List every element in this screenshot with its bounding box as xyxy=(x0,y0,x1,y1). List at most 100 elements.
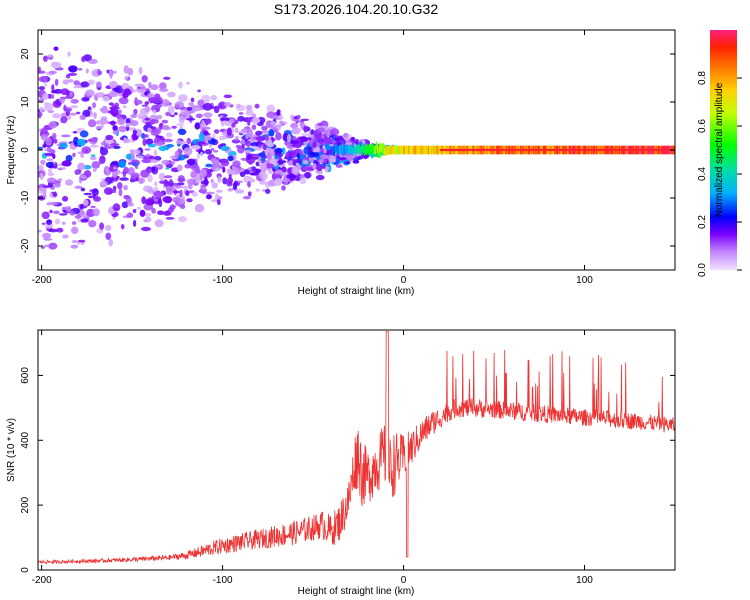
heatmap-cell xyxy=(74,169,80,175)
snr-y-label: SNR (10 * v/v) xyxy=(6,418,17,482)
heatmap-cell xyxy=(108,208,115,215)
heatmap-cell xyxy=(53,46,59,51)
heatmap-cell xyxy=(104,165,110,172)
heatmap-cell xyxy=(145,216,152,223)
heatmap-cell xyxy=(303,125,308,133)
heatmap-cell xyxy=(310,129,315,136)
colorbar-ticks: 0.0 0.2 0.4 0.6 0.8 xyxy=(697,71,742,277)
heatmap-band-cell xyxy=(431,145,433,155)
heatmap-cell xyxy=(227,188,233,192)
heatmap-cell xyxy=(74,185,83,189)
heatmap-band-cell xyxy=(358,144,360,153)
heatmap-band-cell xyxy=(363,147,366,156)
heatmap-cell xyxy=(345,141,352,146)
heatmap-band-cell xyxy=(338,145,341,155)
heatmap-band-cell xyxy=(346,144,348,154)
heatmap-band-cell xyxy=(382,143,384,152)
heatmap-cell xyxy=(80,81,90,88)
colorbar-tick-label: 0.8 xyxy=(697,71,708,85)
heatmap-cell xyxy=(141,158,151,164)
heatmap-cell xyxy=(299,136,308,143)
heatmap-cell xyxy=(231,139,241,144)
figure-title: S173.2026.104.20.10.G32 xyxy=(274,1,438,17)
snr-series-line xyxy=(38,331,675,565)
heatmap-cell xyxy=(138,66,143,75)
heatmap-band-cell xyxy=(435,145,437,155)
heatmap-cell xyxy=(133,162,138,167)
heatmap-cell xyxy=(46,146,52,153)
heatmap-cell xyxy=(161,159,170,165)
heatmap-cell xyxy=(143,134,149,138)
heatmap-cell xyxy=(61,160,72,167)
heatmap-cell xyxy=(46,54,54,58)
heatmap-cell xyxy=(312,163,317,170)
heatmap-cell xyxy=(137,113,142,120)
colorbar-tick-label: 0.0 xyxy=(697,263,708,277)
heatmap-cell xyxy=(80,187,86,192)
heatmap-cell xyxy=(149,119,159,124)
heatmap-cell xyxy=(45,161,55,168)
heatmap-cell xyxy=(44,148,48,152)
heatmap-cell xyxy=(315,174,325,181)
heatmap-cell xyxy=(63,107,73,113)
heatmap-cell xyxy=(48,70,57,75)
heatmap-cell xyxy=(300,133,311,137)
heatmap-cell xyxy=(65,179,74,186)
heatmap-cell xyxy=(158,172,166,181)
heatmap-cell xyxy=(118,160,126,168)
heatmap-cell xyxy=(200,151,204,157)
heatmap-cell xyxy=(121,82,130,90)
heatmap-cell xyxy=(123,166,129,174)
heatmap-band-cell xyxy=(434,145,436,155)
heatmap-band-cell xyxy=(357,145,359,154)
heatmap-cell xyxy=(126,212,134,218)
heatmap-cell xyxy=(112,203,121,212)
heatmap-band-cell xyxy=(398,145,400,155)
heatmap-cell xyxy=(148,155,156,160)
heatmap-band-cell xyxy=(397,145,399,155)
y-tick-label: 200 xyxy=(20,496,31,513)
heatmap-cell xyxy=(118,97,129,105)
heatmap-cell xyxy=(152,109,156,115)
heatmap-cell xyxy=(80,218,89,223)
heatmap-cell xyxy=(52,132,57,140)
heatmap-cell xyxy=(262,172,268,180)
heatmap-cell xyxy=(186,137,192,145)
heatmap-cell xyxy=(40,159,46,165)
heatmap-cell xyxy=(96,120,101,125)
snr-frame xyxy=(37,329,676,571)
heatmap-cell xyxy=(174,184,182,189)
heatmap-band-cell xyxy=(354,143,356,152)
heatmap-cell xyxy=(178,94,188,102)
heatmap-cell xyxy=(179,204,186,209)
heatmap-cell xyxy=(147,174,153,183)
heatmap-cell xyxy=(268,129,275,137)
heatmap-band-cell xyxy=(351,147,354,156)
heatmap-cell xyxy=(90,205,96,209)
heatmap-cell xyxy=(287,145,294,149)
heatmap-cell xyxy=(52,153,56,159)
heatmap-x-label: Height of straight line (km) xyxy=(298,286,415,297)
heatmap-cell xyxy=(159,82,167,90)
heatmap-cell xyxy=(278,121,288,125)
heatmap-cell xyxy=(313,135,323,140)
heatmap-cell xyxy=(167,91,176,98)
heatmap-cell xyxy=(247,167,253,171)
heatmap-cell xyxy=(113,70,117,74)
heatmap-cell xyxy=(55,218,61,225)
heatmap-cell xyxy=(90,154,96,157)
heatmap-cell xyxy=(220,145,230,152)
heatmap-cell xyxy=(186,118,196,121)
heatmap-cell xyxy=(220,143,227,147)
heatmap-cell xyxy=(291,167,299,175)
heatmap-cell xyxy=(109,70,113,79)
heatmap-cell xyxy=(144,148,151,151)
heatmap-cell xyxy=(150,129,159,136)
heatmap-cell xyxy=(121,201,129,209)
heatmap-band-cell xyxy=(349,145,351,155)
heatmap-band-cell xyxy=(362,144,365,153)
heatmap-x-ticks: -200 -100 0 100 xyxy=(32,30,593,286)
heatmap-cell xyxy=(260,157,266,162)
heatmap-cell xyxy=(172,190,181,194)
heatmap-cell xyxy=(68,65,78,73)
